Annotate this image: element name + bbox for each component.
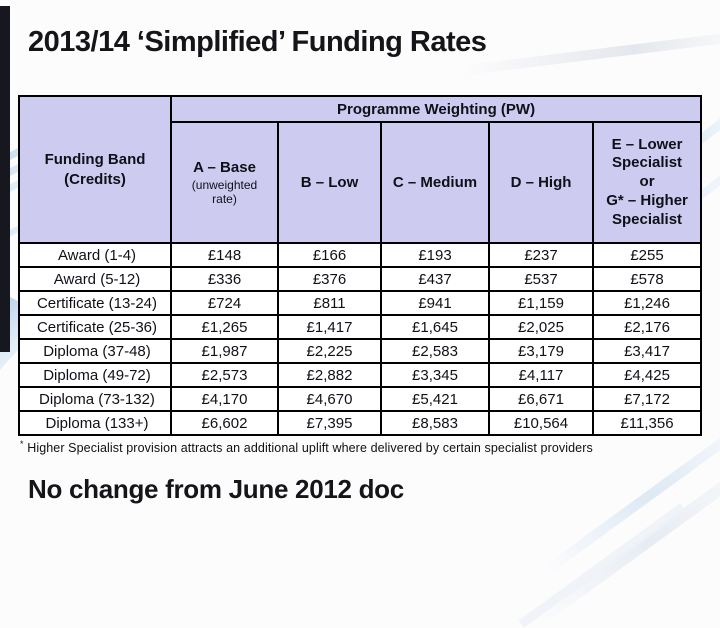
value-cell: £2,583	[380, 338, 490, 364]
value-cell: £724	[170, 290, 279, 316]
left-accent-bar	[0, 6, 10, 352]
value-cell: £148	[170, 242, 279, 268]
value-cell: £3,179	[488, 338, 594, 364]
band-cell: Certificate (13-24)	[18, 290, 172, 316]
value-cell: £376	[277, 266, 382, 292]
value-cell: £1,417	[277, 314, 382, 340]
value-cell: £237	[488, 242, 594, 268]
bottom-note: No change from June 2012 doc	[28, 474, 404, 504]
value-cell: £941	[380, 290, 490, 316]
value-cell: £4,425	[591, 362, 703, 388]
value-cell: £6,602	[170, 410, 279, 436]
table-row: Award (5-12) £336 £376 £437 £537 £578	[18, 266, 703, 292]
band-cell: Diploma (133+)	[18, 410, 172, 436]
funding-rates-table: Funding Band (Credits) Programme Weighti…	[18, 95, 703, 436]
table-row: Diploma (37-48) £1,987 £2,225 £2,583 £3,…	[18, 338, 703, 364]
footnote-asterisk: *	[20, 439, 24, 449]
corner-header-cell: Funding Band (Credits)	[18, 95, 172, 244]
value-cell: £1,987	[170, 338, 279, 364]
slide-title: 2013/14 ‘Simplified’ Funding Rates	[28, 26, 487, 58]
table-row: Diploma (49-72) £2,573 £2,882 £3,345 £4,…	[18, 362, 703, 388]
corner-header-label: Funding Band (Credits)	[44, 151, 146, 188]
value-cell: £7,395	[277, 410, 382, 436]
decor-bottom-right-streak-2	[533, 452, 720, 628]
col-header-d: D – High	[488, 121, 594, 244]
footnote-text: Higher Specialist provision attracts an …	[27, 441, 593, 456]
value-cell: £4,170	[170, 386, 279, 412]
value-cell: £5,421	[380, 386, 490, 412]
value-cell: £1,246	[591, 290, 703, 316]
value-cell: £166	[277, 242, 382, 268]
table-footnote: * Higher Specialist provision attracts a…	[20, 439, 593, 455]
band-cell: Award (1-4)	[18, 242, 172, 268]
value-cell: £3,345	[380, 362, 490, 388]
pw-group-header-cell: Programme Weighting (PW)	[169, 95, 703, 123]
value-cell: £537	[488, 266, 594, 292]
value-cell: £3,417	[591, 338, 703, 364]
value-cell: £1,159	[488, 290, 594, 316]
value-cell: £4,670	[277, 386, 382, 412]
value-cell: £2,573	[170, 362, 279, 388]
value-cell: £2,176	[591, 314, 703, 340]
value-cell: £193	[380, 242, 490, 268]
col-header-e: E – Lower Specialist or G* – Higher Spec…	[591, 121, 703, 244]
band-cell: Award (5-12)	[18, 266, 172, 292]
col-header-a: A – Base (unweighted rate)	[170, 121, 279, 244]
table-group-header-row: Funding Band (Credits) Programme Weighti…	[18, 95, 703, 244]
band-cell: Diploma (37-48)	[18, 338, 172, 364]
band-cell: Diploma (73-132)	[18, 386, 172, 412]
table-row: Diploma (73-132) £4,170 £4,670 £5,421 £6…	[18, 386, 703, 412]
value-cell: £4,117	[488, 362, 594, 388]
value-cell: £336	[170, 266, 279, 292]
value-cell: £1,265	[170, 314, 279, 340]
value-cell: £578	[591, 266, 703, 292]
value-cell: £6,671	[488, 386, 594, 412]
col-header-a-sublabel: (unweighted rate)	[191, 177, 258, 206]
col-header-b: B – Low	[277, 121, 382, 244]
value-cell: £1,645	[380, 314, 490, 340]
table-row: Certificate (13-24) £724 £811 £941 £1,15…	[18, 290, 703, 316]
col-header-a-label: A – Base	[193, 158, 256, 176]
value-cell: £255	[591, 242, 703, 268]
value-cell: £2,882	[277, 362, 382, 388]
value-cell: £8,583	[380, 410, 490, 436]
value-cell: £10,564	[488, 410, 594, 436]
table-row: Award (1-4) £148 £166 £193 £237 £255	[18, 242, 703, 268]
col-header-c: C – Medium	[380, 121, 490, 244]
decor-bottom-right-streak-3	[518, 503, 686, 628]
value-cell: £811	[277, 290, 382, 316]
value-cell: £11,356	[591, 410, 703, 436]
value-cell: £2,025	[488, 314, 594, 340]
value-cell: £437	[380, 266, 490, 292]
band-cell: Diploma (49-72)	[18, 362, 172, 388]
value-cell: £7,172	[591, 386, 703, 412]
table-row: Diploma (133+) £6,602 £7,395 £8,583 £10,…	[18, 410, 703, 436]
band-cell: Certificate (25-36)	[18, 314, 172, 340]
table-row: Certificate (25-36) £1,265 £1,417 £1,645…	[18, 314, 703, 340]
value-cell: £2,225	[277, 338, 382, 364]
decor-top-right-streak	[460, 30, 720, 76]
